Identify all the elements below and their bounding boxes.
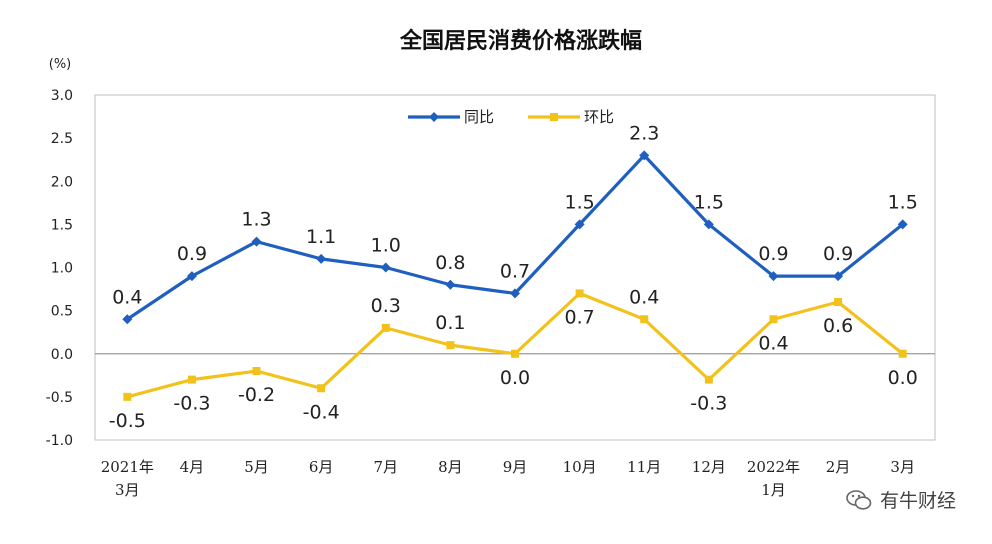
data-label-环比: 0.3 xyxy=(371,295,401,317)
data-point-环比 xyxy=(511,349,519,358)
data-label-同比: 1.0 xyxy=(371,235,401,257)
y-axis-ticks: 3.0 2.5 2.0 1.5 1.0 0.5 0.0 -0.5 -1.0 xyxy=(46,88,73,449)
data-point-环比 xyxy=(252,367,261,375)
data-point-环比 xyxy=(834,298,843,306)
data-point-同比 xyxy=(510,288,520,299)
x-tick-label: 12月 xyxy=(692,458,726,476)
data-point-同比 xyxy=(122,314,133,325)
y-tick-label: 1.5 xyxy=(51,217,73,233)
data-label-同比: 2.3 xyxy=(629,122,659,144)
data-point-环比 xyxy=(704,375,713,384)
data-label-同比: 0.9 xyxy=(823,243,853,265)
x-tick-label: 2022年 xyxy=(747,458,800,476)
data-point-环比 xyxy=(640,315,649,324)
series-layer xyxy=(122,150,908,401)
data-label-环比: 0.0 xyxy=(500,367,530,389)
y-axis-unit: (%) xyxy=(49,57,72,72)
legend-marker-同比 xyxy=(429,112,439,122)
data-point-同比 xyxy=(251,236,262,247)
x-tick-label: 7月 xyxy=(373,458,398,476)
data-point-同比 xyxy=(186,271,197,282)
data-point-环比 xyxy=(575,289,584,298)
data-point-环比 xyxy=(898,349,907,358)
wechat-icon xyxy=(846,489,872,510)
y-tick-label: 3.0 xyxy=(51,88,73,104)
data-point-同比 xyxy=(897,219,908,230)
watermark-text: 有牛财经 xyxy=(879,490,956,512)
x-tick-label: 11月 xyxy=(627,458,661,476)
data-point-环比 xyxy=(769,315,778,324)
data-point-同比 xyxy=(768,271,779,282)
legend-label-同比: 同比 xyxy=(464,108,494,126)
data-label-同比: 1.5 xyxy=(694,191,724,213)
y-tick-label: 2.5 xyxy=(51,131,73,147)
data-point-环比 xyxy=(381,323,390,332)
y-tick-label: 0.0 xyxy=(51,347,73,363)
x-tick-label: 2021年 xyxy=(101,458,154,476)
data-label-环比: 0.0 xyxy=(888,367,918,389)
x-tick-label: 3月 xyxy=(115,481,140,499)
plot-frame xyxy=(94,94,936,441)
x-tick-label: 3月 xyxy=(890,458,915,476)
data-label-同比: 0.9 xyxy=(758,243,788,265)
data-point-环比 xyxy=(123,392,132,401)
data-label-环比: 0.4 xyxy=(758,332,788,354)
data-label-环比: -0.3 xyxy=(173,393,210,415)
data-point-同比 xyxy=(316,253,327,264)
data-point-同比 xyxy=(380,262,391,273)
watermark: 有牛财经 xyxy=(846,486,956,513)
y-tick-label: 1.0 xyxy=(51,261,73,277)
data-label-同比: 1.1 xyxy=(306,226,336,248)
data-label-环比: 0.7 xyxy=(565,306,595,328)
data-point-环比 xyxy=(187,375,196,384)
data-point-同比 xyxy=(639,150,650,161)
x-tick-label: 1月 xyxy=(761,481,786,499)
data-label-同比: 0.4 xyxy=(112,286,142,308)
x-tick-label: 5月 xyxy=(244,458,269,476)
legend-marker-环比 xyxy=(550,113,558,121)
data-point-环比 xyxy=(446,341,455,350)
data-point-环比 xyxy=(317,384,326,393)
x-tick-label: 8月 xyxy=(438,458,463,476)
data-label-同比: 1.5 xyxy=(888,191,918,213)
data-label-环比: 0.4 xyxy=(629,286,659,308)
y-tick-label: 0.5 xyxy=(51,304,73,320)
x-tick-label: 6月 xyxy=(309,458,334,476)
y-tick-label: -1.0 xyxy=(46,433,73,449)
x-tick-label: 10月 xyxy=(563,458,597,476)
data-point-同比 xyxy=(833,271,844,282)
x-tick-label: 2月 xyxy=(826,458,851,476)
data-point-同比 xyxy=(445,279,456,290)
y-tick-label: -0.5 xyxy=(46,390,73,406)
data-label-同比: 1.5 xyxy=(565,191,595,213)
data-label-环比: 0.1 xyxy=(435,312,465,334)
y-tick-label: 2.0 xyxy=(51,174,73,190)
chart-title: 全国居民消费价格涨跌幅 xyxy=(399,28,642,54)
x-axis-ticks: 2021年 3月 4月 5月 6月 7月 8月 9月 10月 11月 12月 2022年 1月 2月 3月 xyxy=(101,458,915,499)
data-label-环比: -0.3 xyxy=(690,393,727,415)
legend-label-环比: 环比 xyxy=(584,108,614,126)
x-tick-label: 4月 xyxy=(180,458,205,476)
data-label-环比: -0.4 xyxy=(303,401,340,423)
data-label-同比: 0.8 xyxy=(435,252,465,274)
data-point-同比 xyxy=(703,219,714,230)
data-label-同比: 0.7 xyxy=(500,260,530,282)
data-label-同比: 1.3 xyxy=(241,209,271,231)
data-label-环比: -0.5 xyxy=(109,410,146,432)
x-tick-label: 9月 xyxy=(503,458,528,476)
data-labels: 0.4 0.9 1.3 1.1 1.0 0.8 0.7 1.5 2.3 1.5 0.9 0.9 1.5 -… xyxy=(109,122,918,432)
legend: 同比 环比 xyxy=(408,108,614,126)
data-label-环比: 0.6 xyxy=(823,315,853,337)
data-point-同比 xyxy=(574,219,585,230)
data-label-环比: -0.2 xyxy=(238,384,275,406)
data-label-同比: 0.9 xyxy=(177,243,207,265)
